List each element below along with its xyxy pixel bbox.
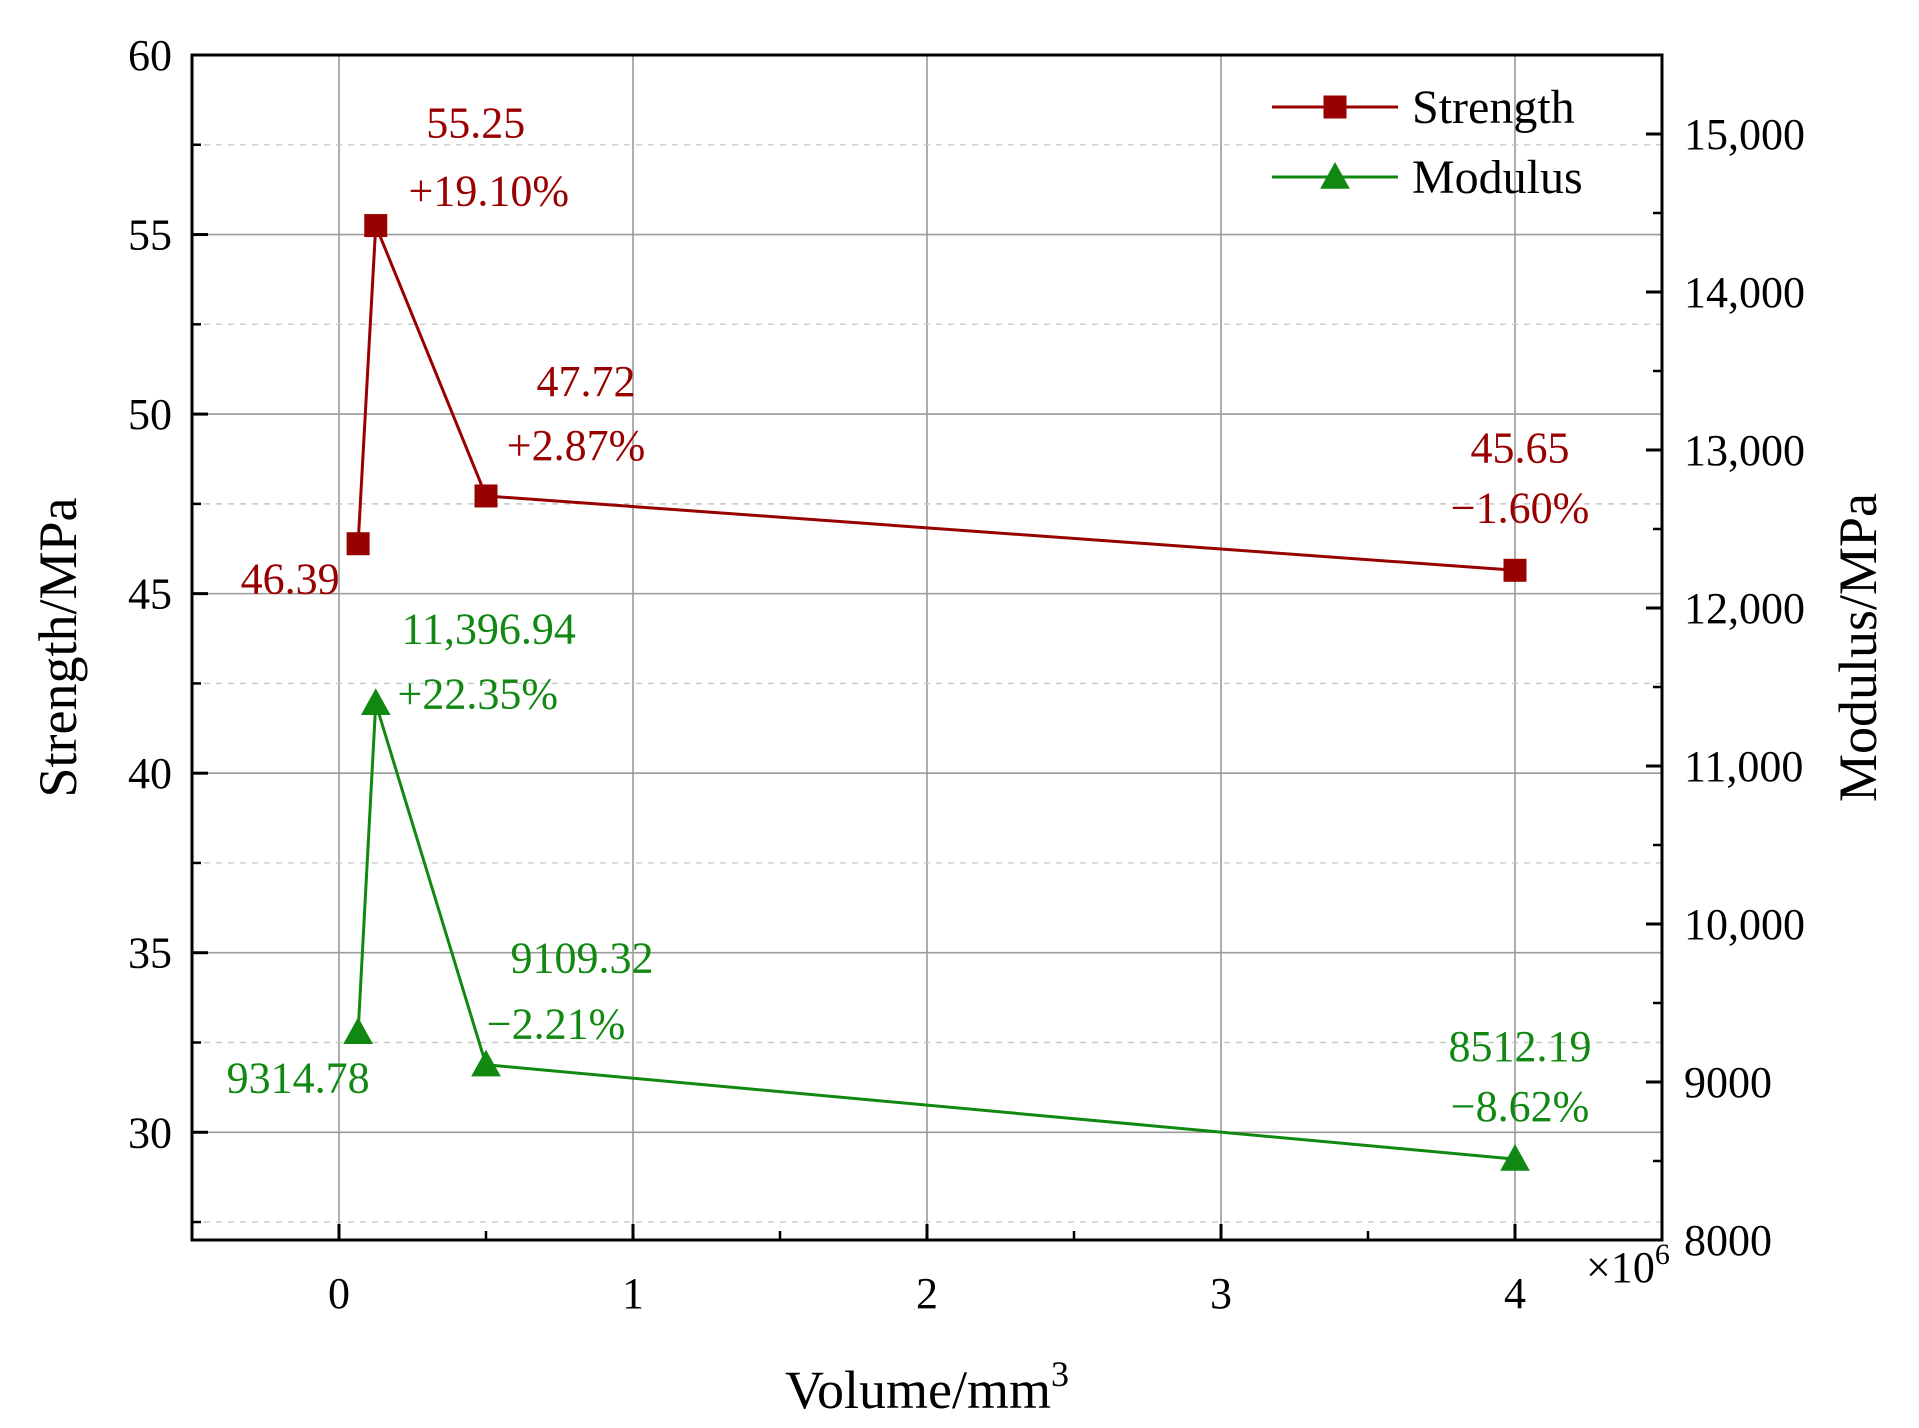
strength-value-label: 55.25 — [426, 99, 525, 148]
x-axis-multiplier-text: ×10 — [1586, 1243, 1655, 1292]
y-left-tick-label: 60 — [128, 31, 172, 80]
strength-value-label: 46.39 — [241, 555, 340, 604]
modulus-legend-marker — [1320, 161, 1350, 189]
strength-point — [1503, 558, 1527, 582]
x-tick-label: 1 — [622, 1269, 644, 1318]
strength-change-label: +2.87% — [507, 421, 645, 470]
y-left-tick-label: 50 — [128, 390, 172, 439]
x-tick-label: 0 — [328, 1269, 350, 1318]
modulus-point — [1500, 1144, 1530, 1171]
modulus-change-label: +22.35% — [398, 669, 558, 718]
y-left-tick-label: 35 — [128, 929, 172, 978]
modulus-point — [343, 1017, 373, 1044]
y-right-tick-label: 11,000 — [1684, 742, 1803, 791]
y-right-axis-title: Modulus/MPa — [1828, 493, 1888, 802]
y-left-axis-title: Strength/MPa — [28, 497, 88, 797]
modulus-value-label: 11,396.94 — [402, 604, 576, 653]
data-labels: 46.39 55.25 +19.10% 47.72 +2.87% 45.65 −1.60% 9… — [227, 99, 1592, 1132]
legend: Strength Modulus — [1272, 81, 1583, 204]
x-axis-title-superscript: 3 — [1051, 1354, 1069, 1394]
y-right-tick-label: 13,000 — [1684, 426, 1805, 475]
modulus-value-label: 8512.19 — [1449, 1022, 1592, 1071]
y-right-tick-label: 14,000 — [1684, 268, 1805, 317]
modulus-line — [356, 702, 1516, 1161]
axes: 0 1 2 3 4 30 35 40 45 50 55 60 8000 9000 10,000 11,000 1… — [28, 31, 1888, 1420]
x-tick-label: 4 — [1504, 1269, 1526, 1318]
modulus-point — [471, 1049, 501, 1077]
y-right-tick-label: 9000 — [1684, 1058, 1772, 1107]
x-axis-multiplier: ×106 — [1586, 1238, 1670, 1292]
x-tick-label: 2 — [916, 1269, 938, 1318]
strength-value-label: 45.65 — [1471, 423, 1570, 472]
strength-point — [346, 532, 370, 556]
y-left-tick-label: 40 — [128, 749, 172, 798]
y-right-tick-label: 12,000 — [1684, 584, 1805, 633]
modulus-change-label: −8.62% — [1451, 1082, 1589, 1131]
modulus-change-label: −2.21% — [487, 1000, 625, 1049]
y-right-tick-label: 10,000 — [1684, 900, 1805, 949]
modulus-legend-label: Modulus — [1412, 151, 1583, 204]
x-axis-title-text: Volume/mm — [785, 1360, 1051, 1420]
strength-change-label: +19.10% — [409, 167, 569, 216]
strength-legend-marker — [1323, 95, 1347, 119]
strength-point — [474, 484, 498, 508]
modulus-point — [360, 688, 391, 715]
y-right-tick-label: 15,000 — [1684, 110, 1805, 159]
x-axis-multiplier-superscript: 6 — [1655, 1238, 1670, 1271]
strength-change-label: −1.60% — [1451, 483, 1589, 532]
y-left-tick-label: 30 — [128, 1108, 172, 1157]
modulus-value-label: 9314.78 — [227, 1053, 370, 1102]
strength-line — [356, 225, 1516, 572]
modulus-value-label: 9109.32 — [511, 934, 654, 983]
x-tick-label: 3 — [1210, 1269, 1232, 1318]
y-left-tick-label: 55 — [128, 211, 172, 260]
y-left-tick-label: 45 — [128, 570, 172, 619]
x-axis-title: Volume/mm3 — [785, 1354, 1069, 1420]
strength-legend-label: Strength — [1412, 81, 1575, 134]
strength-point — [364, 214, 388, 238]
strength-value-label: 47.72 — [537, 357, 636, 406]
series-layer — [343, 214, 1530, 1171]
y-right-tick-label: 8000 — [1684, 1216, 1772, 1265]
